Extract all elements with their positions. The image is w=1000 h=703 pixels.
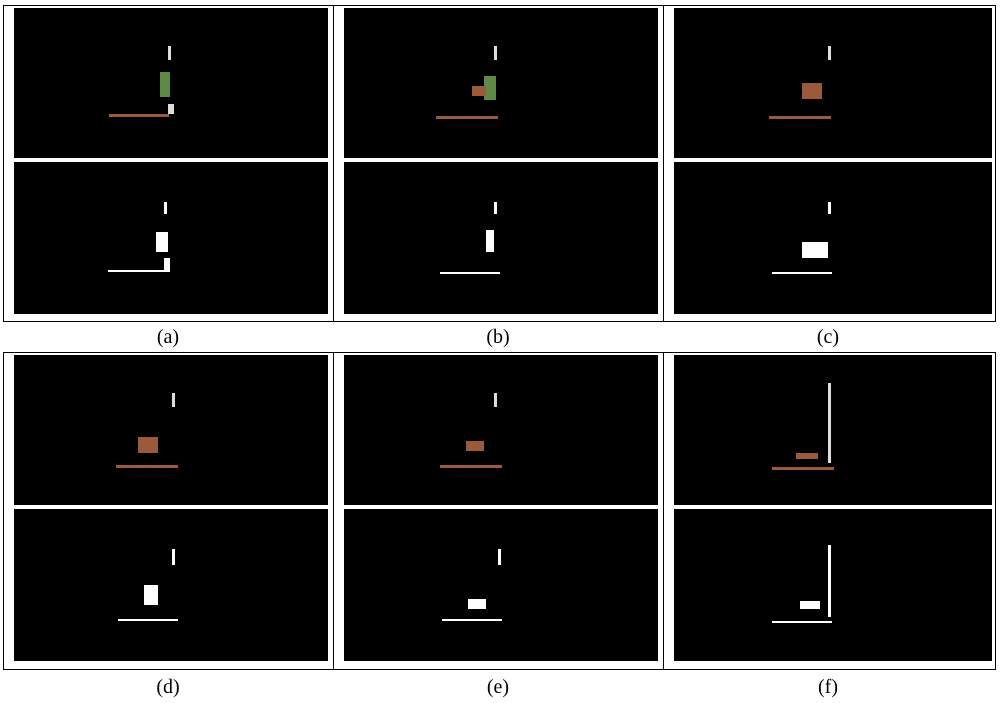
mask-d [14,509,328,661]
figure-cell-e [334,353,664,669]
chair-e [466,441,484,451]
caption-d: (d) [156,676,180,698]
wall-post-d [172,393,175,407]
mask-post-b [494,202,497,214]
caption-f: (f) [818,676,838,698]
wall-post-e [494,393,497,407]
mask-line-f [772,621,832,623]
mask-object-e [468,599,486,609]
pointcloud-color-f [674,355,992,505]
pointcloud-color-b [344,8,658,158]
caption-a: (a) [156,326,180,348]
figure-cell-d [4,353,334,669]
table-base-e [440,465,502,468]
plant-a [160,72,170,97]
mask-line-e [442,619,502,621]
mask-leg-a [164,258,170,272]
mask-line-c [772,272,832,274]
chair-c [802,83,822,99]
caption-b: (b) [486,326,510,348]
mask-post-a [164,202,167,214]
table-base-b [436,116,498,119]
mask-f [674,509,992,661]
pointcloud-color-a [14,8,328,158]
wall-post-c [828,46,831,60]
pointcloud-color-d [14,355,328,505]
mask-line-d [118,619,178,621]
mask-c [674,162,992,314]
top-figure-row [3,5,996,322]
mask-object-f [800,601,820,609]
figure-cell-a [4,6,334,321]
mask-b [344,162,658,314]
mask-post-c [828,202,831,214]
pointcloud-color-c [674,8,992,158]
figure-cell-b [334,6,664,321]
mask-object-b [486,230,494,252]
mask-object-c [802,242,828,258]
wall-post-f [828,383,831,463]
chair-b [472,86,486,96]
mask-post-f [828,545,831,617]
mask-post-d [172,549,175,565]
mask-object-d [144,585,158,605]
bottom-figure-row [3,352,996,670]
wall-post-a [168,46,171,60]
figure-cell-c [664,6,995,321]
chair-d [138,437,158,453]
mask-e [344,509,658,661]
mask-line-b [440,272,500,274]
table-base-a [109,114,169,117]
figure-cell-f [664,353,995,669]
table-base-f [772,467,834,470]
leg-a [168,104,174,114]
mask-a [14,162,328,314]
caption-c: (c) [816,326,840,348]
mask-post-e [498,549,501,565]
wall-post-b [494,46,497,60]
chair-f [796,453,818,459]
table-base-c [769,116,831,119]
plant-b [484,76,496,100]
caption-e: (e) [486,676,510,698]
mask-object-a [156,232,168,252]
mask-line-a [108,270,164,272]
table-base-d [116,465,178,468]
pointcloud-color-e [344,355,658,505]
